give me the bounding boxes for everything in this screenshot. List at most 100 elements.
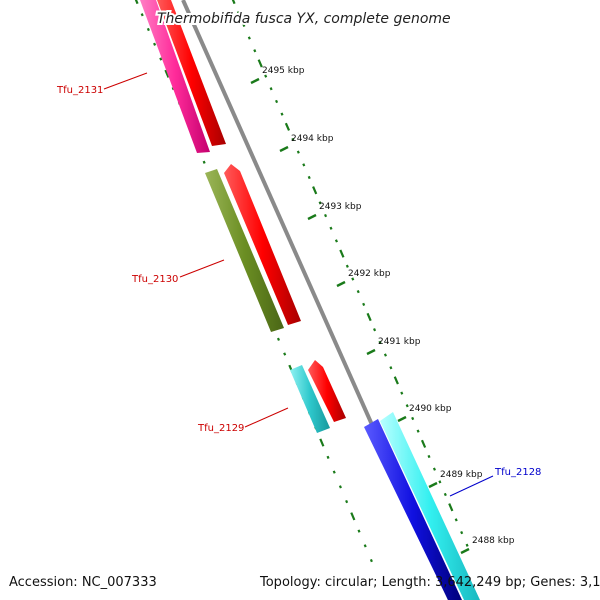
inner-scale-tick [153,42,157,46]
inner-scale-tick [276,337,280,341]
kbp-label: 2490 kbp [409,404,452,414]
kbp-major-tick [366,348,376,356]
kbp-label: 2489 kbp [440,470,483,480]
outer-scale-tick [389,366,393,370]
gene-leader-tfu-2130 [179,259,225,278]
outer-scale-tick [329,226,333,230]
outer-scale-tick [351,277,355,281]
outer-scale-tick [438,480,442,484]
accession-text: Accession: NC_007333 [9,575,157,590]
outer-scale-tick [356,290,360,294]
outer-scale-tick [291,137,295,142]
inner-scale-tick [164,69,170,78]
outer-scale-tick [454,518,458,522]
outer-scale-tick [460,530,464,535]
cds-feature-tfu-2128[interactable] [380,412,480,600]
inner-scale-tick [283,352,287,356]
outer-scale-tick [378,340,382,345]
outer-scale-tick [257,59,263,68]
outer-scale-tick [420,439,427,448]
outer-scale-tick [280,112,284,116]
outer-scale-tick [362,302,366,306]
outer-scale-tick [416,429,420,433]
gene-feature-tfu-2130[interactable] [205,169,284,332]
inner-scale-tick [159,57,163,61]
outer-scale-tick [231,0,236,5]
cds-feature-tfu-2130[interactable] [224,164,301,325]
scale-track-outer [231,0,469,547]
inner-scale-tick [363,544,367,548]
kbp-major-tick [250,77,260,85]
outer-scale-tick [318,201,322,205]
outer-scale-tick [383,353,387,357]
outer-scale-tick [275,99,279,104]
cds-feature-tfu-2131[interactable] [157,0,226,146]
map-title: Thermobifida fusca YX, complete genome [157,11,451,27]
outer-scale-tick [236,11,240,15]
gene-feature-tfu-2128[interactable] [364,419,462,600]
cds-feature-tfu-2129[interactable] [308,360,346,422]
kbp-major-tick [307,213,317,221]
kbp-label: 2495 kbp [262,66,305,76]
outer-scale-tick [400,391,404,395]
inner-scale-tick [326,455,330,459]
inner-scale-tick [345,499,349,504]
inner-scale-tick [357,529,361,533]
gene-feature-tfu-2129[interactable] [290,365,330,433]
outer-scale-tick [411,416,415,421]
outer-scale-tick [393,376,399,385]
outer-scale-tick [312,186,318,195]
outer-scale-tick [284,122,291,131]
kbp-label: 2494 kbp [291,134,334,144]
gene-leader-tfu-2128 [449,475,494,497]
outer-scale-tick [247,36,251,40]
outer-scale-tick [269,87,273,91]
kbp-label: 2488 kbp [472,536,515,546]
kbp-major-tick [336,280,346,288]
outer-scale-tick [339,249,345,258]
scale-labels: 2495 kbp 2494 kbp 2493 kbp 2492 kbp 2491 kbp… [250,66,515,555]
kbp-label: 2491 kbp [378,337,421,347]
gene-leader-tfu-2131 [103,72,148,90]
outer-scale-tick [427,454,431,459]
outer-scale-tick [465,543,469,547]
outer-scale-tick [448,503,454,512]
kbp-label: 2493 kbp [319,202,362,212]
gene-leader-tfu-2129 [244,407,289,428]
kbp-major-tick [460,547,470,555]
outer-scale-tick [366,312,372,322]
inner-scale-tick [332,470,336,474]
outer-scale-tick [324,213,328,218]
outer-scale-tick [443,492,447,497]
kbp-label: 2492 kbp [348,269,391,279]
inner-scale-tick [319,438,325,447]
gene-label-tfu-2128[interactable]: Tfu_2128 [494,467,541,478]
outer-scale-tick [296,150,300,154]
gene-feature-tfu-2131[interactable] [140,0,210,153]
kbp-major-tick [279,145,289,153]
kbp-major-tick [397,415,407,423]
gene-label-tfu-2131[interactable]: Tfu_2131 [56,85,103,96]
inner-scale-tick [134,0,139,5]
gene-label-tfu-2130[interactable]: Tfu_2130 [131,274,178,285]
outer-scale-tick [432,467,436,471]
kbp-major-tick [428,481,438,489]
outer-scale-tick [264,74,268,78]
outer-scale-tick [373,328,377,332]
outer-scale-tick [253,49,257,53]
inner-scale-tick [146,27,150,32]
outer-scale-tick [405,404,409,408]
outer-scale-tick [307,175,311,180]
inner-scale-tick [140,13,144,17]
outer-scale-tick [345,264,349,268]
outer-scale-tick [242,23,246,27]
inner-scale-tick [202,160,206,164]
outer-scale-tick [302,163,306,167]
inner-scale-tick [350,512,356,521]
gene-label-tfu-2129[interactable]: Tfu_2129 [197,423,244,434]
inner-scale-tick [338,485,342,489]
inner-scale-tick [369,558,373,563]
genome-summary-text: Topology: circular; Length: 3,642,249 bp… [259,575,600,590]
outer-scale-tick [334,239,338,243]
